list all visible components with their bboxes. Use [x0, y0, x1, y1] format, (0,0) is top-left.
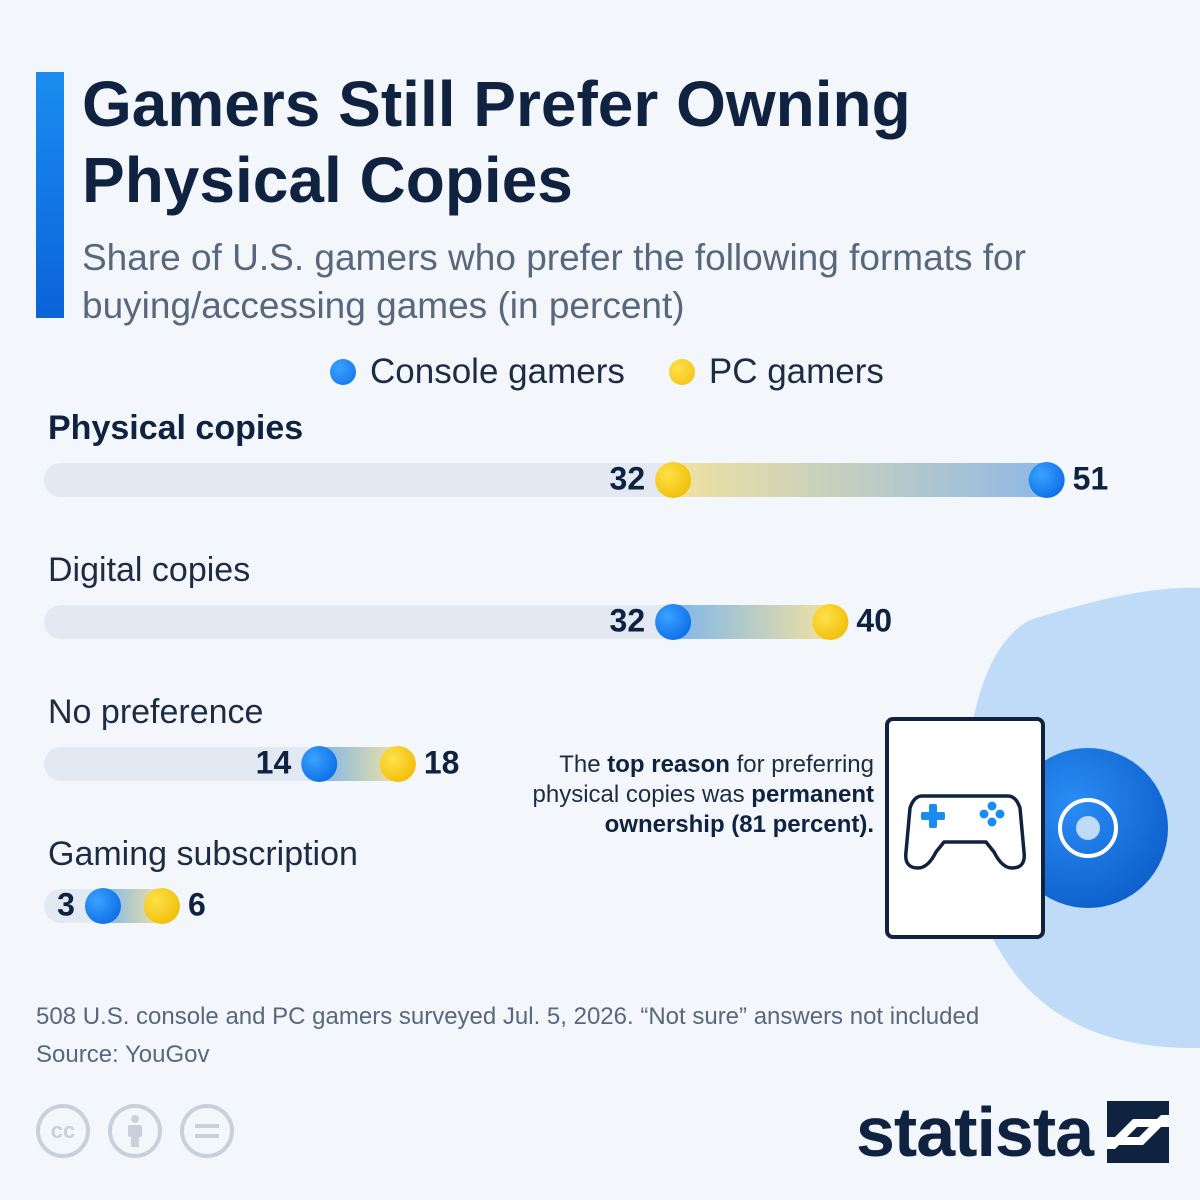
legend: Console gamers PC gamers	[330, 350, 928, 394]
pc-dot	[379, 746, 416, 782]
value-label: 32	[610, 602, 646, 638]
console-dot	[84, 888, 121, 924]
annotation-bold2: permanent ownership (81 percent).	[604, 781, 874, 838]
title-accent-bar	[36, 72, 64, 318]
value-label: 40	[856, 602, 892, 638]
value-label: 14	[256, 744, 292, 780]
pc-dot	[812, 604, 849, 640]
annotation-part2: for preferring physical copies was	[532, 751, 874, 808]
brand-wordmark: statista	[856, 1093, 1094, 1171]
value-label: 51	[1073, 460, 1109, 496]
range-connector	[673, 463, 1047, 497]
game-case-illustration	[885, 717, 1168, 939]
category-label: Gaming subscription	[48, 835, 358, 873]
pc-dot	[655, 462, 692, 498]
bar-track	[44, 605, 831, 639]
cc-icon-label: cc	[50, 1118, 76, 1143]
pc-dot	[143, 888, 180, 924]
dot-range-chart: Physical copies 32 51 Digital copies 32 40 No …	[44, 409, 1109, 924]
legend-console-label: Console gamers	[370, 352, 625, 391]
attribution-icon[interactable]	[108, 1104, 162, 1158]
value-label: 18	[424, 744, 460, 780]
creative-commons-icon[interactable]: cc	[36, 1104, 90, 1158]
gamepad-icon	[904, 794, 1026, 870]
game-case-icon	[885, 717, 1045, 939]
footnote: 508 U.S. console and PC gamers surveyed …	[36, 998, 1156, 1074]
survey-note: 508 U.S. console and PC gamers surveyed …	[36, 1003, 980, 1030]
category-label: Digital copies	[48, 551, 250, 589]
no-derivatives-icon[interactable]	[180, 1104, 234, 1158]
annotation-part1: The	[559, 751, 608, 778]
range-connector	[673, 605, 831, 639]
license-icons: cc	[36, 1104, 252, 1158]
value-label: 6	[188, 886, 206, 922]
legend-console-dot	[330, 359, 356, 385]
console-dot	[301, 746, 338, 782]
annotation-bold1: top reason	[607, 751, 730, 778]
chart-title: Gamers Still Prefer Owning Physical Copi…	[82, 68, 911, 216]
value-label: 3	[57, 886, 75, 922]
console-dot	[655, 604, 692, 640]
console-dot	[1028, 462, 1065, 498]
chart-subtitle: Share of U.S. gamers who prefer the foll…	[82, 237, 1026, 326]
legend-item-pc: PC gamers	[668, 352, 884, 392]
statista-mark-icon	[1107, 1101, 1170, 1163]
category-label: Physical copies	[48, 409, 303, 447]
legend-pc-label: PC gamers	[708, 352, 884, 391]
category-label: No preference	[48, 693, 263, 731]
source-note: Source: YouGov	[36, 1041, 210, 1068]
value-label: 32	[610, 460, 646, 496]
legend-item-console: Console gamers	[330, 352, 625, 392]
statista-logo[interactable]: statista	[856, 1092, 1170, 1172]
annotation-text: The top reason for preferring physical c…	[470, 750, 874, 840]
disc-icon	[1008, 748, 1168, 908]
legend-pc-dot	[668, 359, 695, 385]
